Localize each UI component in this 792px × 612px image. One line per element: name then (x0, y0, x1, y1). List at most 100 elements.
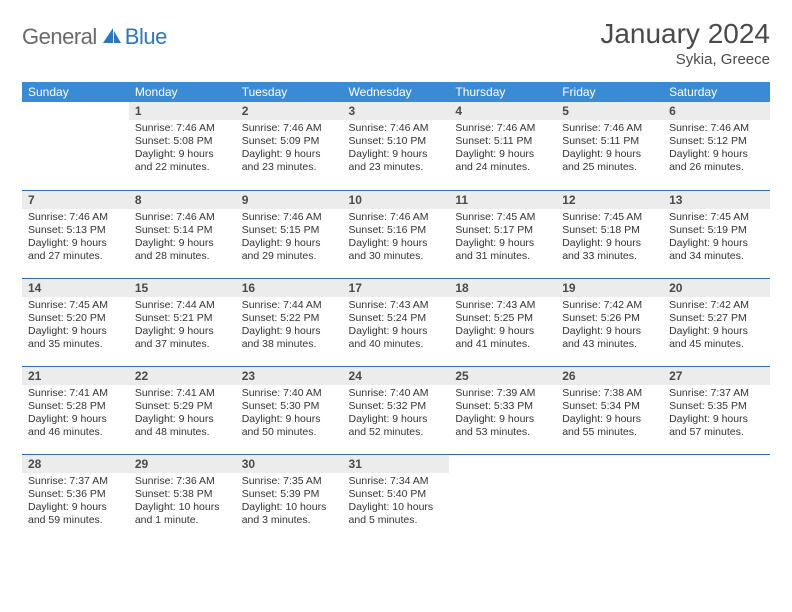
day-info: Sunrise: 7:46 AMSunset: 5:09 PMDaylight:… (236, 120, 343, 179)
day-number: 14 (22, 279, 129, 297)
brand-text-general: General (22, 24, 97, 50)
day-info: Sunrise: 7:41 AMSunset: 5:29 PMDaylight:… (129, 385, 236, 444)
day-info: Sunrise: 7:46 AMSunset: 5:14 PMDaylight:… (129, 209, 236, 268)
weekday-header: Sunday (22, 82, 129, 102)
day-number: 7 (22, 191, 129, 209)
day-info: Sunrise: 7:46 AMSunset: 5:11 PMDaylight:… (449, 120, 556, 179)
day-info: Sunrise: 7:46 AMSunset: 5:11 PMDaylight:… (556, 120, 663, 179)
day-number: 17 (343, 279, 450, 297)
day-number: 19 (556, 279, 663, 297)
calendar-day-cell: 18Sunrise: 7:43 AMSunset: 5:25 PMDayligh… (449, 278, 556, 366)
day-number: 23 (236, 367, 343, 385)
day-info: Sunrise: 7:39 AMSunset: 5:33 PMDaylight:… (449, 385, 556, 444)
day-number: 28 (22, 455, 129, 473)
calendar-day-cell: 12Sunrise: 7:45 AMSunset: 5:18 PMDayligh… (556, 190, 663, 278)
weekday-header: Thursday (449, 82, 556, 102)
day-number: 16 (236, 279, 343, 297)
calendar-day-cell: 1Sunrise: 7:46 AMSunset: 5:08 PMDaylight… (129, 102, 236, 190)
calendar-day-cell: 2Sunrise: 7:46 AMSunset: 5:09 PMDaylight… (236, 102, 343, 190)
weekday-header: Tuesday (236, 82, 343, 102)
day-info: Sunrise: 7:46 AMSunset: 5:12 PMDaylight:… (663, 120, 770, 179)
weekday-header: Saturday (663, 82, 770, 102)
calendar-week-row: 14Sunrise: 7:45 AMSunset: 5:20 PMDayligh… (22, 278, 770, 366)
day-number: 30 (236, 455, 343, 473)
calendar-day-cell: 31Sunrise: 7:34 AMSunset: 5:40 PMDayligh… (343, 454, 450, 542)
day-number: 26 (556, 367, 663, 385)
calendar-day-cell: .. (22, 102, 129, 190)
brand-text-blue: Blue (125, 24, 167, 50)
day-number: 3 (343, 102, 450, 120)
day-number: 18 (449, 279, 556, 297)
day-number: 22 (129, 367, 236, 385)
day-number: 13 (663, 191, 770, 209)
calendar-day-cell: 29Sunrise: 7:36 AMSunset: 5:38 PMDayligh… (129, 454, 236, 542)
day-info: Sunrise: 7:46 AMSunset: 5:13 PMDaylight:… (22, 209, 129, 268)
day-info: Sunrise: 7:41 AMSunset: 5:28 PMDaylight:… (22, 385, 129, 444)
calendar-day-cell: 23Sunrise: 7:40 AMSunset: 5:30 PMDayligh… (236, 366, 343, 454)
day-info: Sunrise: 7:42 AMSunset: 5:26 PMDaylight:… (556, 297, 663, 356)
day-info: Sunrise: 7:43 AMSunset: 5:25 PMDaylight:… (449, 297, 556, 356)
calendar-day-cell: 3Sunrise: 7:46 AMSunset: 5:10 PMDaylight… (343, 102, 450, 190)
day-info: Sunrise: 7:37 AMSunset: 5:35 PMDaylight:… (663, 385, 770, 444)
day-info: Sunrise: 7:40 AMSunset: 5:30 PMDaylight:… (236, 385, 343, 444)
calendar-day-cell: .. (556, 454, 663, 542)
header: General Blue January 2024 Sykia, Greece (22, 18, 770, 68)
calendar-day-cell: 30Sunrise: 7:35 AMSunset: 5:39 PMDayligh… (236, 454, 343, 542)
day-info: Sunrise: 7:45 AMSunset: 5:20 PMDaylight:… (22, 297, 129, 356)
calendar-week-row: 28Sunrise: 7:37 AMSunset: 5:36 PMDayligh… (22, 454, 770, 542)
day-info: Sunrise: 7:37 AMSunset: 5:36 PMDaylight:… (22, 473, 129, 532)
calendar-day-cell: 13Sunrise: 7:45 AMSunset: 5:19 PMDayligh… (663, 190, 770, 278)
day-number: 21 (22, 367, 129, 385)
calendar-day-cell: 15Sunrise: 7:44 AMSunset: 5:21 PMDayligh… (129, 278, 236, 366)
day-info: Sunrise: 7:45 AMSunset: 5:19 PMDaylight:… (663, 209, 770, 268)
day-number: 2 (236, 102, 343, 120)
calendar-day-cell: 11Sunrise: 7:45 AMSunset: 5:17 PMDayligh… (449, 190, 556, 278)
calendar-day-cell: 24Sunrise: 7:40 AMSunset: 5:32 PMDayligh… (343, 366, 450, 454)
day-info: Sunrise: 7:46 AMSunset: 5:16 PMDaylight:… (343, 209, 450, 268)
calendar-week-row: ..1Sunrise: 7:46 AMSunset: 5:08 PMDaylig… (22, 102, 770, 190)
day-info: Sunrise: 7:35 AMSunset: 5:39 PMDaylight:… (236, 473, 343, 532)
day-info: Sunrise: 7:44 AMSunset: 5:22 PMDaylight:… (236, 297, 343, 356)
calendar-body: ..1Sunrise: 7:46 AMSunset: 5:08 PMDaylig… (22, 102, 770, 542)
brand-logo: General Blue (22, 24, 167, 50)
day-number: 6 (663, 102, 770, 120)
day-info: Sunrise: 7:42 AMSunset: 5:27 PMDaylight:… (663, 297, 770, 356)
day-number: 27 (663, 367, 770, 385)
weekday-header: Friday (556, 82, 663, 102)
calendar-day-cell: 17Sunrise: 7:43 AMSunset: 5:24 PMDayligh… (343, 278, 450, 366)
title-block: January 2024 Sykia, Greece (600, 18, 770, 68)
day-number: 25 (449, 367, 556, 385)
day-number: 4 (449, 102, 556, 120)
calendar-day-cell: 5Sunrise: 7:46 AMSunset: 5:11 PMDaylight… (556, 102, 663, 190)
day-number: 24 (343, 367, 450, 385)
calendar-day-cell: .. (449, 454, 556, 542)
day-number: 11 (449, 191, 556, 209)
calendar-day-cell: 25Sunrise: 7:39 AMSunset: 5:33 PMDayligh… (449, 366, 556, 454)
sail-icon (101, 26, 123, 51)
calendar-day-cell: 21Sunrise: 7:41 AMSunset: 5:28 PMDayligh… (22, 366, 129, 454)
day-info: Sunrise: 7:46 AMSunset: 5:08 PMDaylight:… (129, 120, 236, 179)
day-number: 20 (663, 279, 770, 297)
calendar-day-cell: 14Sunrise: 7:45 AMSunset: 5:20 PMDayligh… (22, 278, 129, 366)
page-title: January 2024 (600, 18, 770, 50)
calendar-day-cell: 8Sunrise: 7:46 AMSunset: 5:14 PMDaylight… (129, 190, 236, 278)
weekday-header-row: SundayMondayTuesdayWednesdayThursdayFrid… (22, 82, 770, 102)
calendar-day-cell: 26Sunrise: 7:38 AMSunset: 5:34 PMDayligh… (556, 366, 663, 454)
day-number: 1 (129, 102, 236, 120)
calendar-day-cell: 6Sunrise: 7:46 AMSunset: 5:12 PMDaylight… (663, 102, 770, 190)
day-info: Sunrise: 7:44 AMSunset: 5:21 PMDaylight:… (129, 297, 236, 356)
calendar-day-cell: 22Sunrise: 7:41 AMSunset: 5:29 PMDayligh… (129, 366, 236, 454)
day-number: 5 (556, 102, 663, 120)
calendar-day-cell: .. (663, 454, 770, 542)
calendar-table: SundayMondayTuesdayWednesdayThursdayFrid… (22, 82, 770, 542)
calendar-day-cell: 9Sunrise: 7:46 AMSunset: 5:15 PMDaylight… (236, 190, 343, 278)
calendar-day-cell: 19Sunrise: 7:42 AMSunset: 5:26 PMDayligh… (556, 278, 663, 366)
day-info: Sunrise: 7:34 AMSunset: 5:40 PMDaylight:… (343, 473, 450, 532)
day-info: Sunrise: 7:46 AMSunset: 5:10 PMDaylight:… (343, 120, 450, 179)
day-number: 8 (129, 191, 236, 209)
day-number: 12 (556, 191, 663, 209)
calendar-day-cell: 10Sunrise: 7:46 AMSunset: 5:16 PMDayligh… (343, 190, 450, 278)
weekday-header: Monday (129, 82, 236, 102)
calendar-day-cell: 16Sunrise: 7:44 AMSunset: 5:22 PMDayligh… (236, 278, 343, 366)
day-number: 9 (236, 191, 343, 209)
